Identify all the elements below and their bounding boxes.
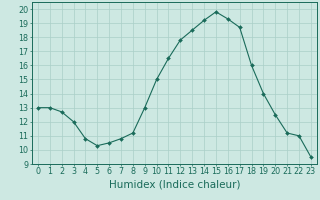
X-axis label: Humidex (Indice chaleur): Humidex (Indice chaleur) [109,179,240,189]
